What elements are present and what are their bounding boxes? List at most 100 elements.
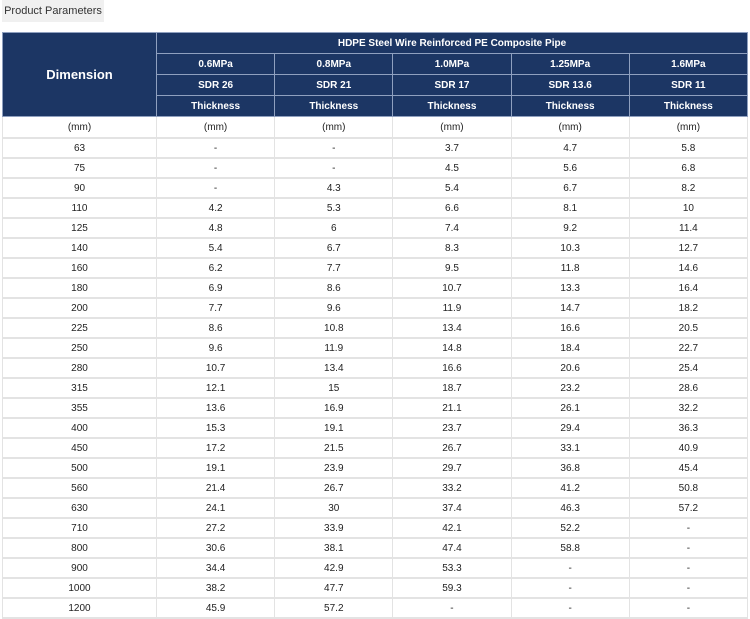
thickness-cell: 18.4	[510, 337, 630, 359]
thickness-cell: 37.4	[392, 497, 512, 519]
thickness-cell: 38.2	[155, 577, 276, 599]
thickness-cell: 15	[274, 377, 394, 399]
table-row: 75- -4.5 5.6 6.8	[2, 157, 749, 179]
thickness-cell: 8.1	[510, 197, 630, 219]
thickness-cell: 10.8	[274, 317, 394, 339]
thickness-cell: 4.3	[274, 177, 394, 199]
dimension-cell: 500	[2, 457, 157, 479]
table-row: 560 21.4 26.7 33.2 41.2 50.8	[2, 477, 749, 499]
thickness-cell: 42.1	[392, 517, 512, 539]
unit-cell: (mm)	[628, 116, 749, 139]
product-parameters-table: Dimension HDPE Steel Wire Reinforced PE …	[2, 32, 749, 619]
thickness-cell: 10.3	[510, 237, 630, 259]
thickness-cell: 26.1	[510, 397, 630, 419]
thickness-cell: 21.4	[155, 477, 276, 499]
thickness-cell: 13.4	[274, 357, 394, 379]
sdr-header: SDR 17	[392, 74, 512, 96]
thickness-cell: 18.7	[392, 377, 512, 399]
thickness-cell: 33.9	[274, 517, 394, 539]
thickness-cell: 16.4	[628, 277, 749, 299]
dimension-cell: 90	[2, 177, 157, 199]
table-row: 180 6.9 8.6 10.7 13.3 16.4	[2, 277, 749, 299]
thickness-cell: 23.2	[510, 377, 630, 399]
thickness-cell: -	[392, 597, 512, 619]
table-row: 225 8.6 10.8 13.4 16.6 20.5	[2, 317, 749, 339]
table-row: 800 30.6 38.1 47.4 58.8-	[2, 537, 749, 559]
tab-product-parameters[interactable]: Product Parameters	[2, 0, 104, 22]
thickness-cell: 57.2	[274, 597, 394, 619]
table-row: 710 27.2 33.9 42.1 52.2-	[2, 517, 749, 539]
thickness-cell: 7.7	[155, 297, 276, 319]
thickness-cell: 27.2	[155, 517, 276, 539]
thickness-cell: 5.6	[510, 157, 630, 179]
table-row: 63- -3.7 4.7 5.8	[2, 137, 749, 159]
thickness-cell: 4.2	[155, 197, 276, 219]
thickness-cell: 19.1	[274, 417, 394, 439]
thickness-cell: 46.3	[510, 497, 630, 519]
dimension-cell: 1200	[2, 597, 157, 619]
thickness-cell: 15.3	[155, 417, 276, 439]
thickness-cell: 7.4	[392, 217, 512, 239]
thickness-cell: 21.5	[274, 437, 394, 459]
table-row: 160 6.2 7.7 9.5 11.8 14.6	[2, 257, 749, 279]
dimension-cell: 75	[2, 157, 157, 179]
thickness-cell: 36.3	[628, 417, 749, 439]
thickness-cell: 30	[274, 497, 394, 519]
unit-cell: (mm)	[274, 116, 394, 139]
thickness-cell: 6.2	[155, 257, 276, 279]
thickness-cell: 12.1	[155, 377, 276, 399]
dimension-cell: 800	[2, 537, 157, 559]
thickness-cell: -	[510, 577, 630, 599]
thickness-cell: 7.7	[274, 257, 394, 279]
thickness-cell: -	[510, 557, 630, 579]
thickness-cell: 30.6	[155, 537, 276, 559]
dimension-cell: 900	[2, 557, 157, 579]
thickness-cell: 22.7	[628, 337, 749, 359]
thickness-cell: -	[274, 137, 394, 159]
thickness-cell: 5.4	[155, 237, 276, 259]
thickness-cell: -	[155, 137, 276, 159]
thickness-cell: 57.2	[628, 497, 749, 519]
thickness-cell: 29.4	[510, 417, 630, 439]
thickness-cell: -	[628, 597, 749, 619]
units-row: (mm) (mm) (mm) (mm) (mm) (mm)	[2, 116, 749, 139]
pressure-header: 1.0MPa	[392, 53, 512, 75]
thickness-cell: 41.2	[510, 477, 630, 499]
unit-cell: (mm)	[510, 116, 630, 139]
dimension-cell: 400	[2, 417, 157, 439]
pressure-header: 1.6MPa	[628, 53, 749, 75]
dimension-cell: 125	[2, 217, 157, 239]
thickness-cell: 17.2	[155, 437, 276, 459]
dimension-cell: 200	[2, 297, 157, 319]
table-row: 315 12.1 15 18.7 23.2 28.6	[2, 377, 749, 399]
thickness-cell: 11.8	[510, 257, 630, 279]
thickness-cell: 12.7	[628, 237, 749, 259]
thickness-cell: 10	[628, 197, 749, 219]
sdr-header: SDR 13.6	[510, 74, 630, 96]
thickness-cell: 18.2	[628, 297, 749, 319]
table-row: 1000 38.2 47.7 59.3- -	[2, 577, 749, 599]
dimension-cell: 140	[2, 237, 157, 259]
thickness-cell: 13.3	[510, 277, 630, 299]
dimension-cell: 355	[2, 397, 157, 419]
thickness-cell: 53.3	[392, 557, 512, 579]
thickness-cell: 20.5	[628, 317, 749, 339]
dimension-cell: 1000	[2, 577, 157, 599]
thickness-cell: 26.7	[392, 437, 512, 459]
thickness-cell: 24.1	[155, 497, 276, 519]
thickness-cell: 11.9	[274, 337, 394, 359]
sdr-header: SDR 21	[274, 74, 394, 96]
dimension-cell: 560	[2, 477, 157, 499]
thickness-cell: 5.3	[274, 197, 394, 219]
dimension-cell: 250	[2, 337, 157, 359]
thickness-cell: 9.6	[155, 337, 276, 359]
thickness-cell: 58.8	[510, 537, 630, 559]
dimension-cell: 710	[2, 517, 157, 539]
thickness-cell: 16.6	[392, 357, 512, 379]
table-row: 500 19.1 23.9 29.7 36.8 45.4	[2, 457, 749, 479]
table-row: 200 7.7 9.6 11.9 14.7 18.2	[2, 297, 749, 319]
thickness-cell: 9.2	[510, 217, 630, 239]
thickness-cell: 10.7	[155, 357, 276, 379]
table-row: 400 15.3 19.1 23.7 29.4 36.3	[2, 417, 749, 439]
thickness-header: Thickness	[392, 95, 512, 117]
